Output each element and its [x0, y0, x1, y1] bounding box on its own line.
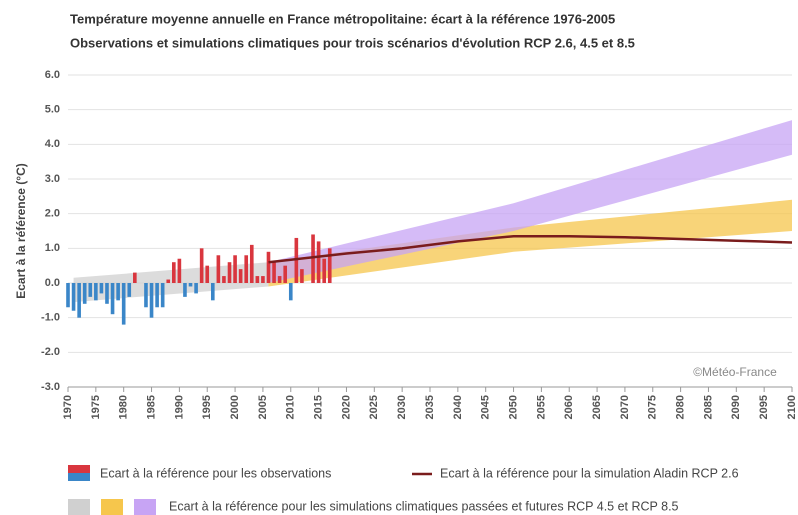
bar [77, 283, 81, 318]
bar [194, 283, 198, 294]
bar [88, 283, 93, 297]
x-tick-label: 2055 [535, 395, 547, 419]
bar [327, 248, 332, 283]
y-tick-label: 5.0 [45, 104, 60, 116]
bar [311, 234, 315, 283]
bar [127, 283, 132, 297]
bar [233, 255, 237, 283]
x-tick-label: 2050 [507, 395, 519, 419]
x-tick-label: 2030 [396, 395, 408, 419]
x-tick-label: 2020 [340, 395, 352, 419]
bar [222, 276, 226, 283]
bar [105, 283, 109, 304]
x-tick-label: 2095 [758, 395, 770, 419]
bar [149, 283, 154, 318]
bar [71, 283, 76, 311]
bar [210, 283, 215, 301]
bar [227, 262, 232, 283]
x-tick-label: 2010 [285, 395, 297, 419]
x-tick-label: 2070 [619, 395, 631, 419]
x-tick-label: 2090 [730, 395, 742, 419]
bar [216, 255, 221, 283]
x-tick-label: 2045 [480, 395, 492, 419]
bar [133, 272, 137, 283]
x-tick-label: 2065 [591, 395, 603, 419]
y-axis-label: Ecart à la référence (°C) [14, 163, 28, 299]
bar [160, 283, 165, 308]
bar [300, 269, 304, 283]
x-tick-label: 1980 [118, 395, 130, 419]
bar [66, 283, 70, 308]
bar [249, 244, 254, 283]
bar [316, 241, 321, 283]
bar [177, 258, 182, 283]
bar [188, 283, 193, 287]
x-tick-label: 1985 [145, 395, 157, 419]
bar [94, 283, 98, 301]
x-tick-label: 2060 [563, 395, 575, 419]
legend-label: Ecart à la référence pour les simulation… [169, 499, 679, 513]
y-tick-label: 2.0 [45, 208, 60, 220]
band [268, 120, 792, 283]
x-tick-label: 2015 [313, 395, 325, 419]
bar [116, 283, 120, 301]
y-tick-label: 6.0 [45, 69, 60, 81]
bar [322, 258, 326, 283]
bar [121, 283, 126, 325]
bar [283, 265, 288, 283]
line [268, 234, 793, 264]
bar [172, 262, 176, 283]
x-tick-label: 1995 [201, 395, 213, 419]
bar [261, 276, 265, 283]
legend-swatch [101, 499, 123, 515]
bar [166, 279, 171, 283]
x-tick-label: 2075 [647, 395, 659, 419]
bar [288, 283, 293, 301]
y-tick-label: -1.0 [41, 312, 60, 324]
bar [110, 283, 115, 315]
bar [272, 262, 276, 283]
bar [277, 276, 282, 283]
x-tick-label: 1990 [173, 395, 185, 419]
bar [155, 283, 159, 308]
legend-swatch [68, 473, 90, 481]
x-tick-label: 1970 [62, 395, 74, 419]
chart-subtitle: Observations et simulations climatiques … [70, 35, 635, 50]
bar [294, 237, 299, 283]
legend-swatch [68, 465, 90, 473]
y-tick-label: 3.0 [45, 173, 60, 185]
bar [199, 248, 204, 283]
x-tick-label: 2000 [229, 395, 241, 419]
y-tick-label: 4.0 [45, 138, 60, 150]
y-tick-label: 0.0 [45, 277, 60, 289]
x-tick-label: 1975 [90, 395, 102, 419]
x-tick-label: 2085 [702, 395, 714, 419]
chart-title: Température moyenne annuelle en France m… [70, 11, 615, 26]
x-tick-label: 2025 [368, 395, 380, 419]
y-tick-label: -3.0 [41, 381, 60, 393]
x-tick-label: 2040 [452, 395, 464, 419]
bar [238, 269, 243, 283]
y-tick-label: -2.0 [41, 346, 60, 358]
bar [266, 251, 271, 283]
legend-label: Ecart à la référence pour la simulation … [440, 466, 739, 480]
legend-swatch [68, 499, 90, 515]
watermark: ©Météo-France [693, 365, 777, 379]
x-tick-label: 2035 [424, 395, 436, 419]
bar [144, 283, 148, 308]
x-tick-label: 2100 [786, 395, 798, 419]
legend-label: Ecart à la référence pour les observatio… [100, 466, 331, 480]
bar [183, 283, 187, 297]
bar [205, 265, 210, 283]
band [268, 199, 792, 287]
x-tick-label: 2005 [257, 395, 269, 419]
x-tick-label: 2080 [675, 395, 687, 419]
bar [99, 283, 104, 294]
bar [244, 255, 249, 283]
bar [82, 283, 87, 304]
bar [255, 276, 260, 283]
y-tick-label: 1.0 [45, 242, 60, 254]
legend-swatch [134, 499, 156, 515]
